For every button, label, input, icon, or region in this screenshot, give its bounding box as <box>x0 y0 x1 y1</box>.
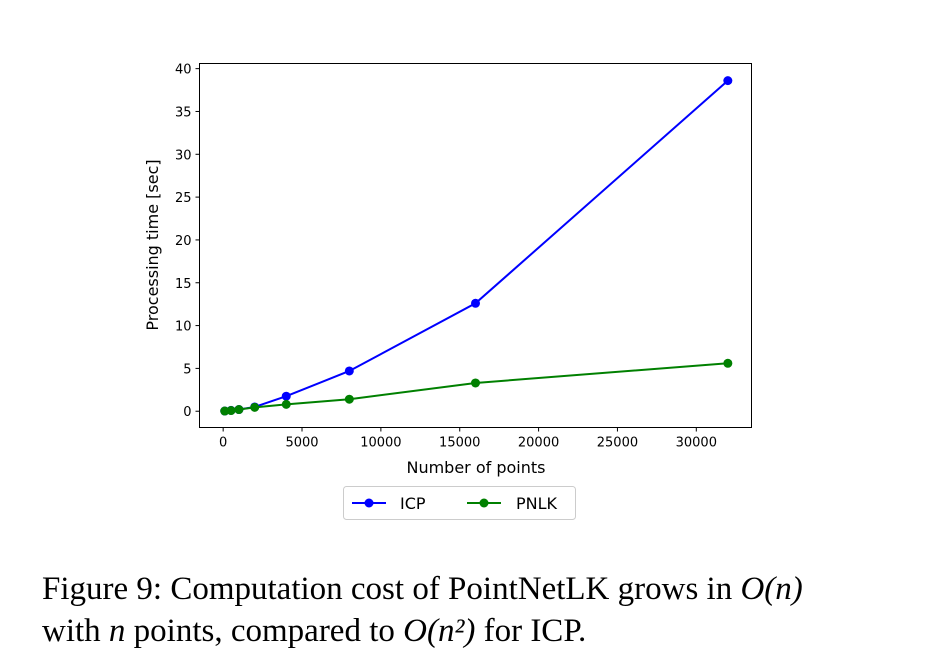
legend: ICP PNLK <box>343 486 576 520</box>
caption-text: with <box>42 613 109 649</box>
y-tick-label: 15 <box>175 277 192 292</box>
figure-caption: Figure 9: Computation cost of PointNetLK… <box>42 568 922 652</box>
data-point-pnlk <box>471 378 480 388</box>
x-tick-label: 25000 <box>597 436 638 451</box>
plot-frame <box>199 63 752 428</box>
y-tick-label: 25 <box>175 191 192 206</box>
legend-label-icp: ICP <box>400 494 426 513</box>
data-point-pnlk <box>250 402 260 412</box>
x-tick-label: 15000 <box>439 436 480 451</box>
data-point-icp <box>723 76 733 86</box>
caption-text: Figure 9: Computation cost of PointNetLK… <box>42 571 741 607</box>
data-point-pnlk <box>344 394 354 404</box>
data-point-icp <box>281 391 291 401</box>
y-tick-label: 5 <box>183 362 191 377</box>
x-axis-label: Number of points <box>406 458 545 477</box>
legend-marker-icp <box>364 498 374 508</box>
x-tick-label: 30000 <box>676 436 717 451</box>
y-tick-label: 30 <box>175 148 192 163</box>
x-tick-label: 0 <box>219 436 227 451</box>
data-point-pnlk <box>723 358 733 368</box>
y-tick-label: 40 <box>175 63 192 78</box>
series-line-icp <box>224 79 729 413</box>
data-point-pnlk <box>281 399 291 409</box>
x-tick-label: 10000 <box>360 436 401 451</box>
data-point-pnlk <box>226 406 236 416</box>
caption-math: n <box>108 613 126 649</box>
data-point-icp <box>344 366 354 376</box>
caption-text: points, compared to <box>125 613 404 649</box>
y-tick-label: 10 <box>175 320 192 335</box>
y-tick-label: 35 <box>175 105 192 120</box>
caption-text: for ICP. <box>475 613 587 649</box>
legend-marker-pnlk <box>479 498 489 508</box>
y-axis-label: Processing time [sec] <box>143 159 162 330</box>
legend-label-pnlk: PNLK <box>516 494 558 513</box>
y-tick-label: 0 <box>183 405 191 420</box>
x-tick-label: 20000 <box>518 436 559 451</box>
caption-math: O(n²) <box>403 613 476 649</box>
x-tick-label: 5000 <box>285 436 318 451</box>
data-point-icp <box>471 298 480 308</box>
data-point-pnlk <box>234 405 244 415</box>
y-tick-label: 20 <box>175 234 192 249</box>
caption-math: O(n) <box>740 571 803 607</box>
